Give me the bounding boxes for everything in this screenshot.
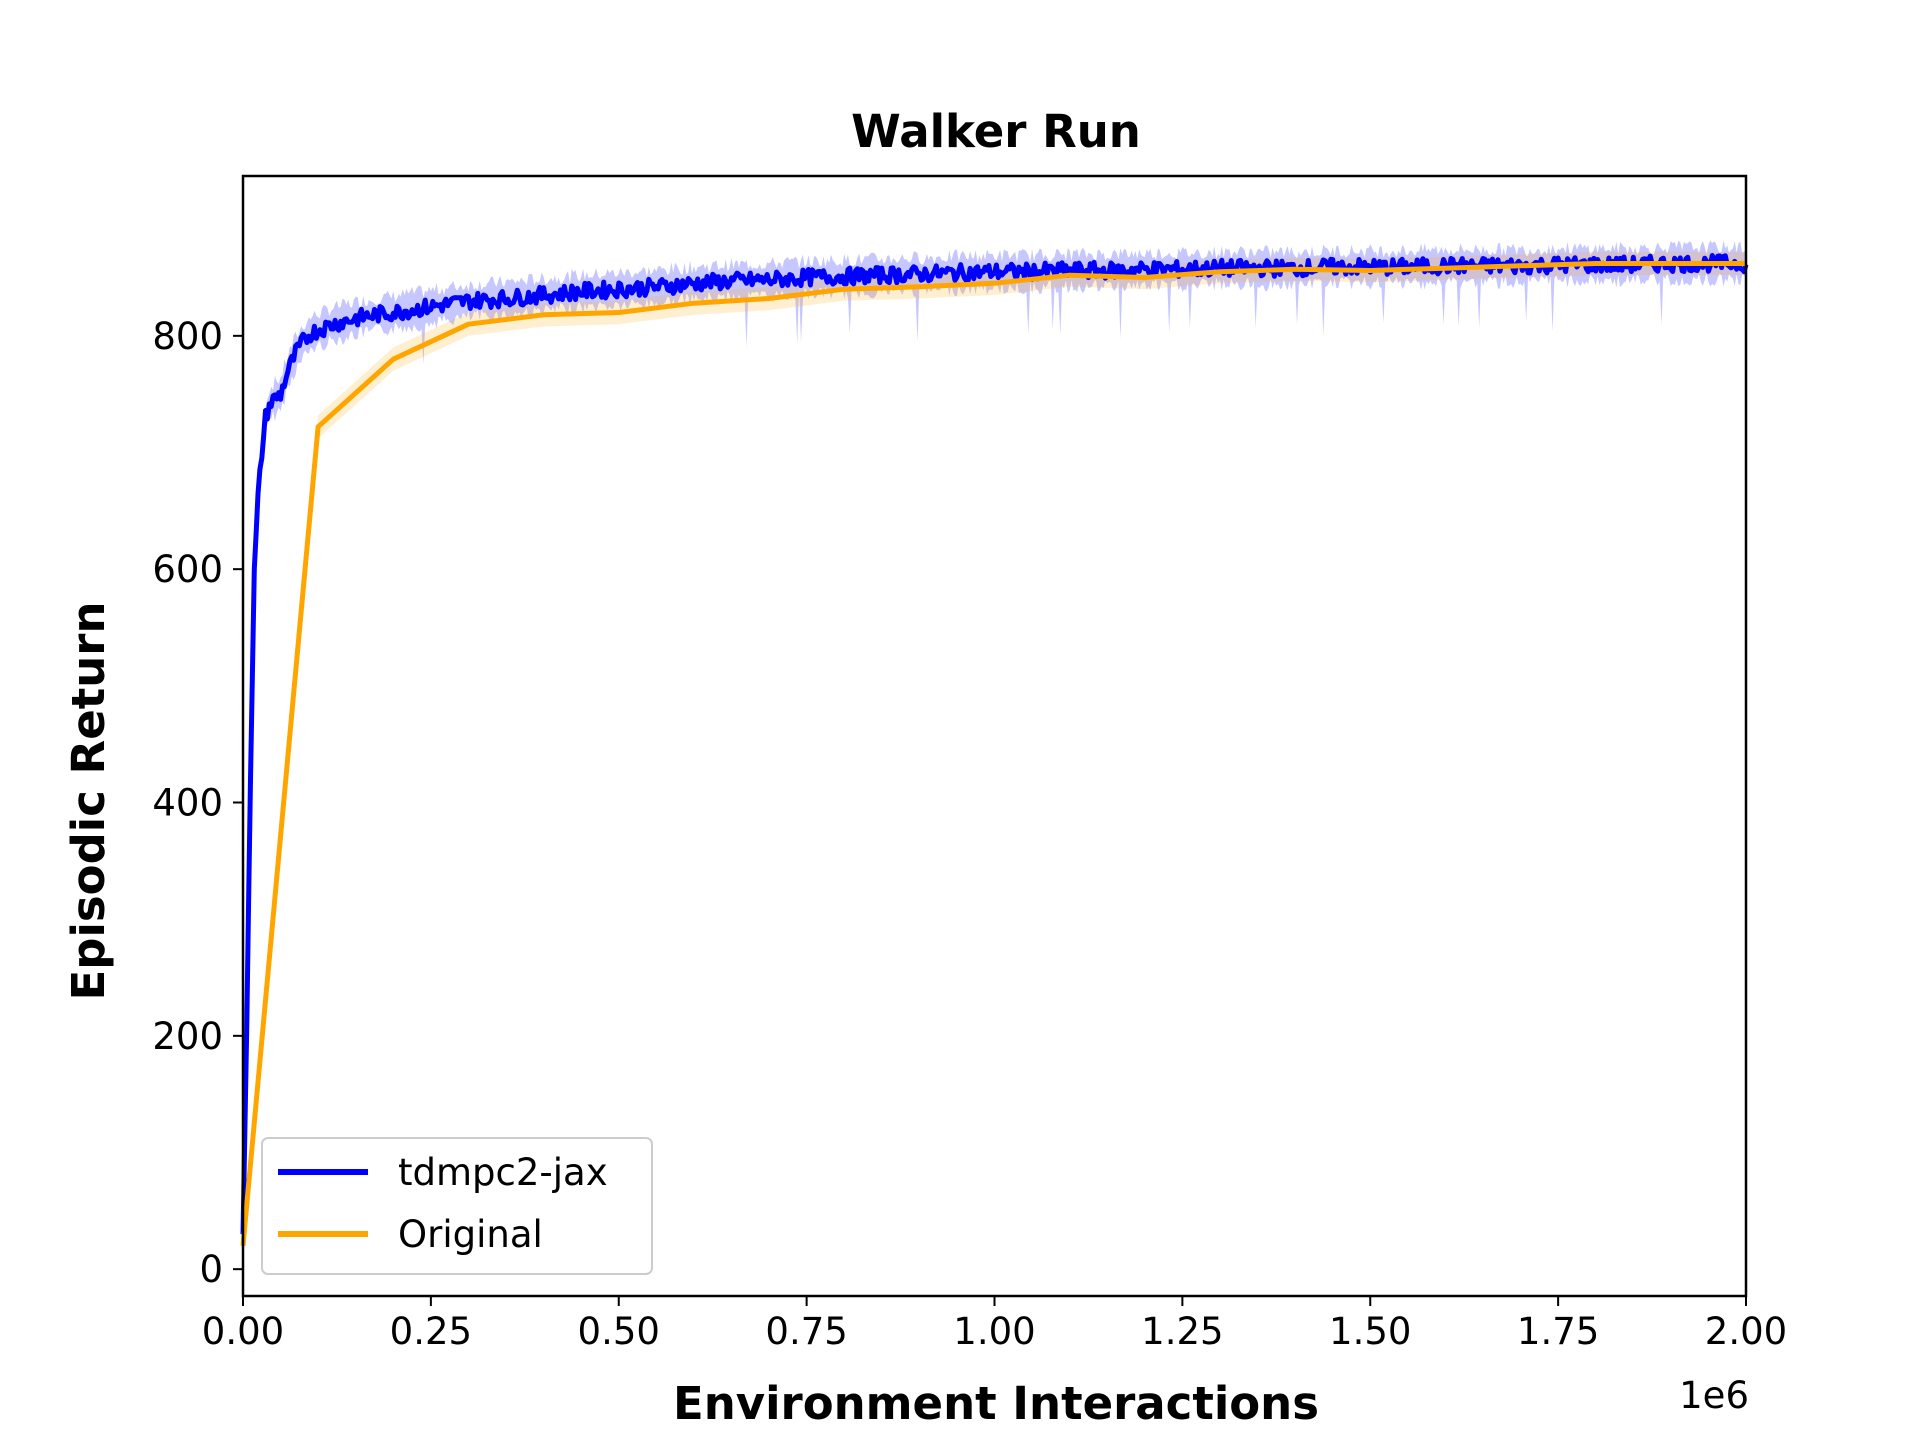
x-tick-label: 1.50 (1329, 1310, 1411, 1353)
legend-label-original: Original (398, 1213, 543, 1256)
x-tick-label: 2.00 (1705, 1310, 1787, 1353)
x-axis-label: Environment Interactions (673, 1377, 1319, 1430)
y-axis-label: Episodic Return (62, 601, 115, 1000)
x-axis-offset-label: 1e6 (1679, 1374, 1749, 1417)
chart-title: Walker Run (851, 105, 1141, 158)
legend: tdmpc2-jax Original (261, 1137, 653, 1275)
y-tick-label: 800 (152, 315, 223, 358)
x-tick-label: 1.75 (1517, 1310, 1599, 1353)
x-tick-label: 0.75 (765, 1310, 847, 1353)
x-tick-label: 0.50 (578, 1310, 660, 1353)
original-line (240, 261, 1746, 1247)
series-lines (240, 253, 1749, 1247)
x-tick-label: 1.25 (1141, 1310, 1223, 1353)
y-tick-label: 200 (152, 1015, 223, 1058)
y-tick-label: 600 (152, 548, 223, 591)
x-tick-label: 1.00 (953, 1310, 1035, 1353)
y-axis-ticks: 0 200 400 600 800 (152, 315, 243, 1291)
y-tick-label: 400 (152, 782, 223, 825)
legend-label-tdmpc2-jax: tdmpc2-jax (398, 1151, 608, 1194)
confidence-bands (243, 240, 1746, 1258)
x-tick-label: 0.00 (202, 1310, 284, 1353)
y-tick-label: 0 (199, 1248, 223, 1291)
original-band (243, 251, 1746, 1258)
x-axis-ticks: 0.00 0.25 0.50 0.75 1.00 1.25 1.50 1.75 2.00 (202, 1296, 1787, 1353)
x-tick-label: 0.25 (390, 1310, 472, 1353)
